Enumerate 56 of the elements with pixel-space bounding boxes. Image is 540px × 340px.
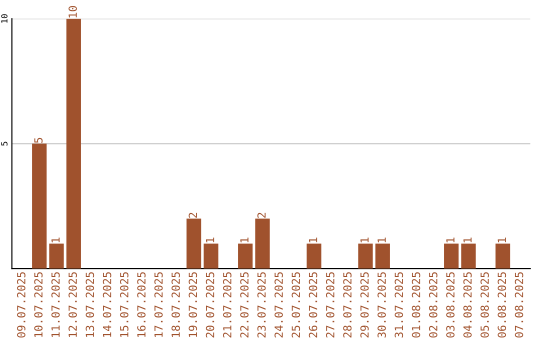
- x-tick-label: 04.08.2025: [463, 272, 472, 338]
- x-tick-label: 02.08.2025: [429, 272, 438, 338]
- x-tick-label: 21.07.2025: [223, 272, 232, 338]
- x-tick-label: 07.08.2025: [514, 272, 524, 338]
- x-tick-label: 29.07.2025: [360, 272, 369, 338]
- x-tick-label: 30.07.2025: [378, 272, 386, 338]
- bar: [32, 144, 47, 269]
- x-tick-label: 27.07.2025: [326, 272, 334, 338]
- x-tick-label: 28.07.2025: [343, 272, 352, 338]
- bar: [49, 244, 64, 269]
- x-tick-label: 01.08.2025: [412, 272, 420, 338]
- bar: [496, 244, 510, 269]
- x-tick-label: 17.07.2025: [154, 272, 163, 337]
- x-tick-label: 20.07.2025: [206, 272, 214, 338]
- x-tick-label: 25.07.2025: [292, 272, 300, 338]
- data-label: 1: [498, 238, 506, 242]
- bar: [375, 244, 390, 269]
- x-tick-label: 14.07.2025: [102, 272, 112, 337]
- x-tick-label: 22.07.2025: [240, 272, 249, 338]
- x-tick-label: 05.08.2025: [480, 272, 489, 338]
- x-tick-label: 18.07.2025: [172, 272, 180, 337]
- data-label: 1: [308, 238, 318, 242]
- bar: [255, 218, 270, 269]
- x-tick-label: 31.07.2025: [394, 272, 404, 338]
- x-tick-label: 13.07.2025: [86, 272, 94, 337]
- x-tick-label: 10.07.2025: [34, 272, 43, 337]
- data-label: 2: [257, 212, 266, 218]
- x-tick-label: 24.07.2025: [274, 272, 283, 338]
- bar: [306, 244, 322, 269]
- x-tick-label: 12.07.2025: [68, 272, 77, 337]
- bar: [186, 218, 202, 269]
- data-label: 1: [52, 238, 60, 242]
- x-tick-label: 16.07.2025: [137, 272, 146, 337]
- bar: [238, 244, 253, 269]
- x-tick-label: 15.07.2025: [120, 272, 128, 337]
- x-tick-label: 06.08.2025: [498, 272, 506, 338]
- bar: [358, 244, 373, 269]
- data-label: 1: [206, 238, 214, 242]
- data-label: 1: [240, 238, 248, 242]
- x-tick-label: 23.07.2025: [257, 272, 266, 338]
- x-tick-label: 11.07.2025: [51, 272, 60, 337]
- x-tick-label: 03.08.2025: [446, 272, 455, 338]
- data-label: 10: [68, 6, 77, 18]
- bar: [461, 244, 476, 269]
- data-label: 1: [378, 238, 386, 242]
- data-label: 5: [34, 138, 43, 143]
- bar: [204, 244, 218, 269]
- bar: [66, 18, 81, 269]
- data-label: 1: [463, 238, 472, 242]
- x-tick-label: 26.07.2025: [308, 272, 318, 338]
- data-label: 2: [188, 212, 197, 218]
- data-label: 1: [360, 238, 369, 242]
- data-label: 1: [446, 238, 454, 242]
- x-tick-label: 09.07.2025: [17, 272, 26, 338]
- bar: [444, 244, 459, 269]
- x-tick-label: 19.07.2025: [188, 272, 198, 337]
